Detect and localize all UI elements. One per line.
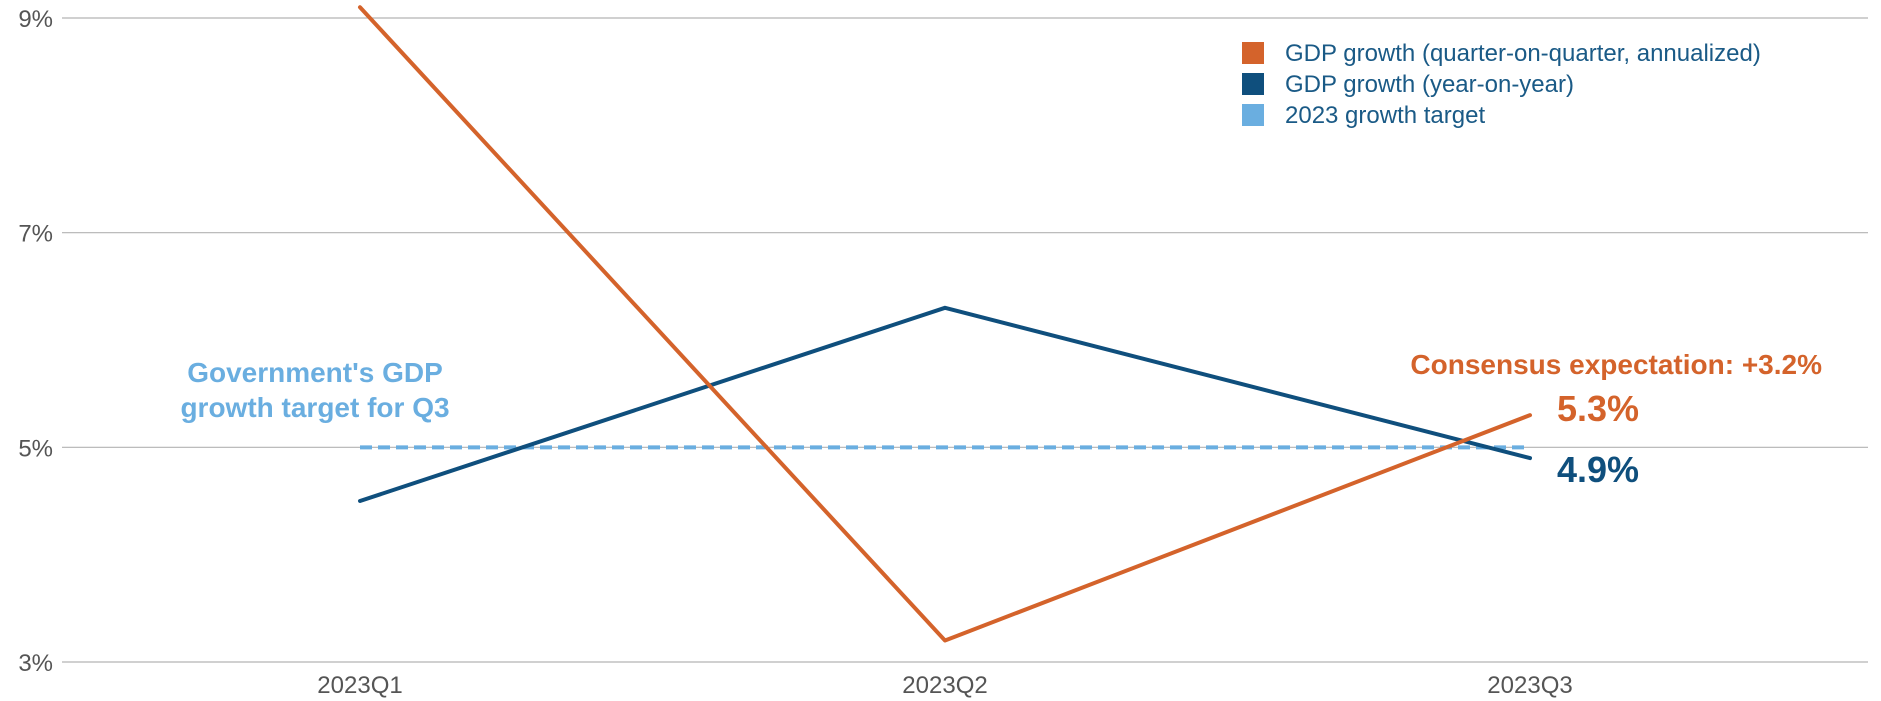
legend-swatch-qoq [1242,42,1264,64]
x-tick-label: 2023Q3 [1487,672,1572,699]
y-axis-ticks: 3% 5% 7% 9% [18,6,53,677]
legend-label-qoq: GDP growth (quarter-on-quarter, annualiz… [1285,40,1761,67]
x-tick-label: 2023Q1 [317,672,402,699]
gridlines [62,17,1868,663]
annotations: Government's GDP growth target for Q3 Co… [180,349,1822,490]
x-tick-label: 2023Q2 [902,672,987,699]
y-tick-label: 9% [18,6,53,33]
legend-swatch-target [1242,104,1264,126]
legend-label-yoy: GDP growth (year-on-year) [1285,71,1574,98]
target-annotation-line2: growth target for Q3 [180,392,449,423]
target-annotation-line1: Government's GDP [187,357,443,388]
legend: GDP growth (quarter-on-quarter, annualiz… [1242,40,1761,129]
y-tick-label: 7% [18,221,53,248]
series-lines [358,5,1532,643]
yoy-end-label: 4.9% [1557,449,1639,490]
series-line-yoy [358,305,1532,503]
y-tick-label: 3% [18,650,53,677]
consensus-annotation: Consensus expectation: +3.2% [1410,349,1822,380]
qoq-end-label: 5.3% [1557,388,1639,429]
legend-label-target: 2023 growth target [1285,102,1485,129]
legend-swatch-yoy [1242,73,1264,95]
series-line-qoq [358,5,1532,643]
y-tick-label: 5% [18,435,53,462]
x-axis-ticks: 2023Q1 2023Q2 2023Q3 [317,672,1572,699]
